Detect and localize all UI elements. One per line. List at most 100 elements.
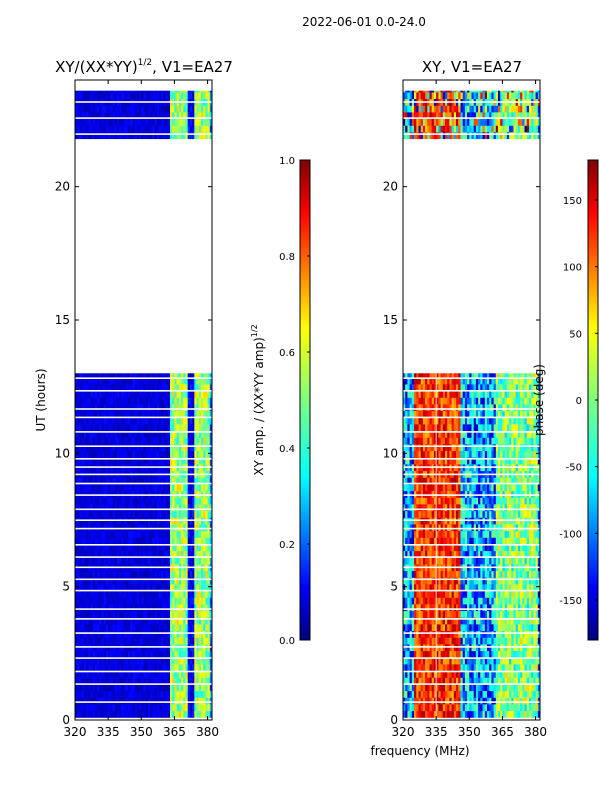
heatmap-cell [101,410,105,418]
heatmap-cell [92,417,96,425]
heatmap-cell [145,704,149,712]
heatmap-cell [167,637,171,645]
heatmap-cell [79,92,83,100]
heatmap-cell [75,697,78,705]
heatmap-cell [77,417,80,425]
heatmap-cell [92,684,96,692]
heatmap-cell [205,584,209,592]
heatmap-cell [99,424,102,432]
heatmap-cell [203,404,206,412]
heatmap-cell [509,704,512,712]
heatmap-cell [141,637,144,645]
heatmap-cell [105,397,109,405]
heatmap-cell [81,417,85,425]
heatmap-cell [161,484,164,492]
heatmap-cell [152,610,155,618]
heatmap-cell [201,90,204,93]
heatmap-cell [103,437,107,445]
heatmap-cell [161,537,164,545]
heatmap-cell [462,610,466,618]
heatmap-cell [194,424,197,432]
heatmap-cell [147,697,151,705]
heatmap-cell [114,530,118,538]
heatmap-cell [183,690,186,698]
heatmap-cell [513,624,517,632]
heatmap-cell [178,697,182,705]
heatmap-cell [154,90,158,93]
heatmap-cell [97,550,100,558]
heatmap-cell [99,550,102,558]
heatmap-cell [176,377,180,385]
heatmap-cell [141,450,144,458]
heatmap-cell [159,105,162,113]
heatmap-cell [192,118,195,126]
heatmap-cell [77,477,80,485]
heatmap-cell [198,610,202,618]
heatmap-cell [99,410,102,418]
heatmap-cell [130,597,133,605]
heatmap-cell [500,657,503,665]
heatmap-cell [192,112,195,120]
heatmap-cell [449,664,453,672]
heatmap-cell [181,430,184,438]
heatmap-cell [491,664,495,672]
heatmap-cell [422,597,426,605]
gap-line [75,632,212,634]
heatmap-cell [201,384,204,392]
heatmap-cell [134,610,138,618]
heatmap-cell [205,490,209,498]
heatmap-cell [176,424,180,432]
heatmap-cell [92,424,96,432]
heatmap-cell [75,410,78,418]
heatmap-cell [94,90,98,93]
heatmap-cell [105,125,109,133]
heatmap-cell [511,630,514,638]
heatmap-cell [203,510,206,518]
heatmap-cell [130,377,133,385]
heatmap-cell [189,537,193,545]
heatmap-cell [178,577,182,585]
heatmap-cell [152,657,155,665]
heatmap-cell [187,650,191,658]
heatmap-cell [159,112,162,120]
heatmap-cell [163,430,167,438]
heatmap-cell [77,497,80,505]
heatmap-cell [473,650,477,658]
heatmap-cell [94,105,98,113]
heatmap-cell [198,504,202,512]
heatmap-cell [110,677,114,685]
heatmap-cell [130,590,133,598]
heatmap-cell [86,397,89,405]
heatmap-cell [125,444,129,452]
heatmap-cell [86,624,89,632]
heatmap-cell [114,118,118,126]
heatmap-cell [117,704,120,712]
heatmap-cell [183,637,186,645]
heatmap-cell [187,132,191,140]
gap-line [75,519,212,521]
heatmap-cell [165,125,169,133]
heatmap-cell [92,657,96,665]
heatmap-cell [174,497,178,505]
heatmap-cell [101,444,105,452]
heatmap-cell [484,657,488,665]
heatmap-cell [504,664,508,672]
heatmap-cell [128,637,131,645]
heatmap-cell [163,610,167,618]
heatmap-cell [159,437,162,445]
heatmap-cell [165,697,169,705]
heatmap-cell [192,384,195,392]
heatmap-cell [176,630,180,638]
heatmap-cell [500,630,503,638]
heatmap-cell [495,590,499,598]
heatmap-cell [482,630,486,638]
heatmap-cell [86,544,89,552]
heatmap-cell [134,697,138,705]
heatmap-cell [535,664,539,672]
heatmap-cell [209,484,213,492]
heatmap-cell [205,624,209,632]
heatmap-cell [112,590,116,598]
heatmap-cell [77,657,80,665]
heatmap-cell [147,132,151,140]
heatmap-cell [176,550,180,558]
